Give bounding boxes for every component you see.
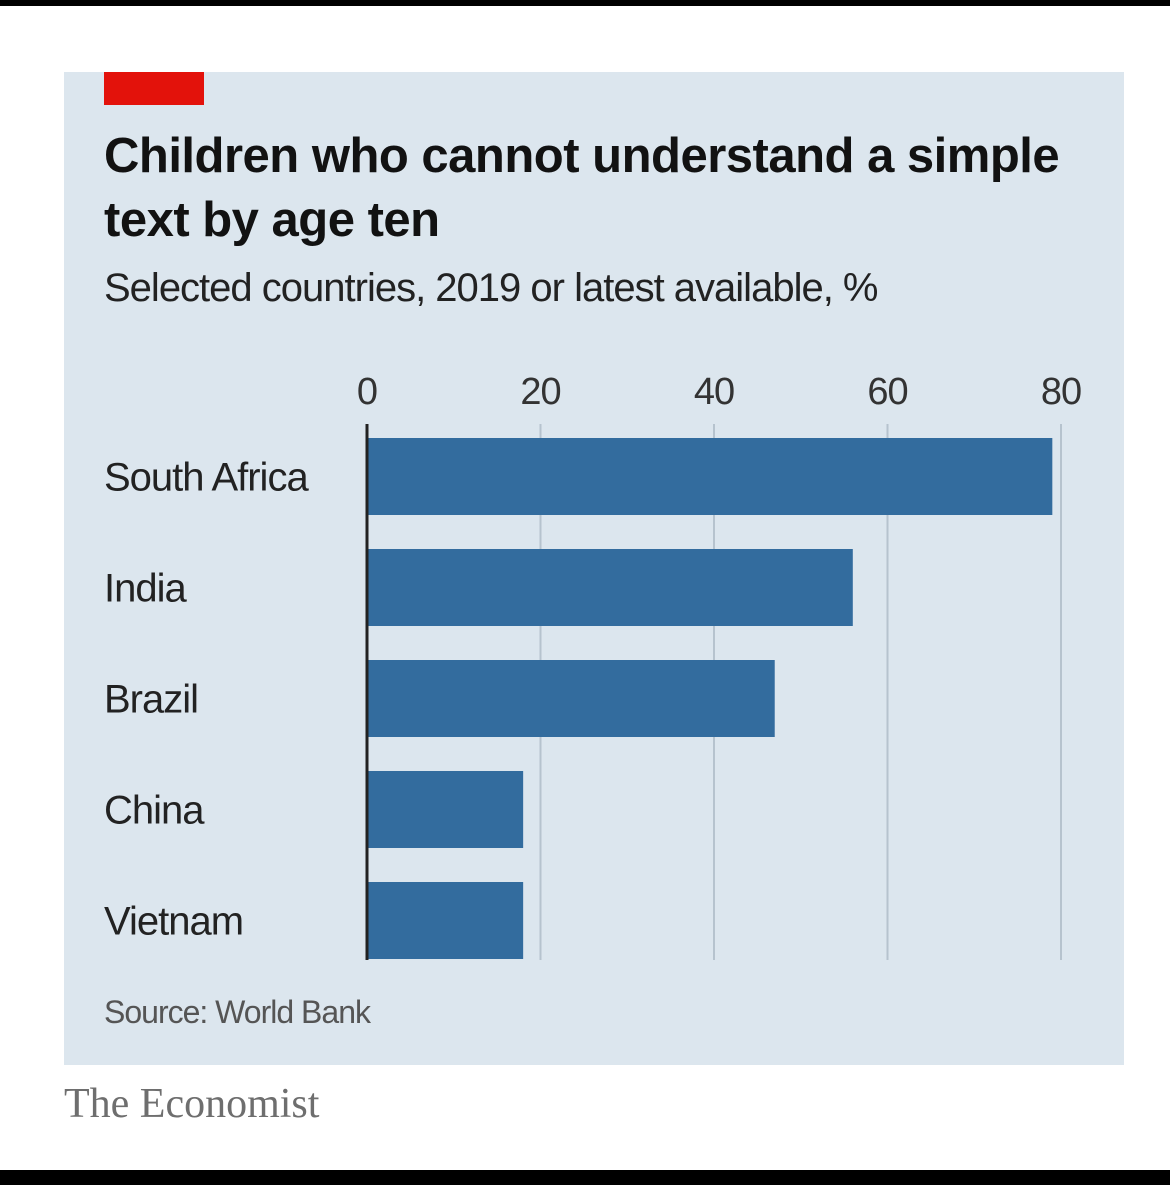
x-tick-label: 20 bbox=[520, 371, 560, 413]
red-accent-bar bbox=[104, 72, 204, 105]
x-tick-label: 60 bbox=[867, 371, 907, 413]
x-tick-label: 80 bbox=[1041, 371, 1081, 413]
source-note: Source: World Bank bbox=[104, 994, 371, 1030]
bar-india bbox=[367, 549, 853, 626]
chart-panel: Children who cannot understand a simple … bbox=[64, 72, 1124, 1065]
bottom-border bbox=[0, 1170, 1170, 1185]
brand-logo: The Economist bbox=[64, 1081, 320, 1127]
category-labels: South Africa India Brazil China Vietnam bbox=[104, 456, 310, 944]
top-border bbox=[0, 0, 1170, 6]
bar-brazil bbox=[367, 660, 775, 737]
chart-title: Children who cannot understand a simple … bbox=[104, 129, 1060, 247]
category-label: China bbox=[104, 789, 205, 833]
category-label: Brazil bbox=[104, 678, 198, 722]
x-tick-label: 0 bbox=[357, 371, 377, 413]
category-label: Vietnam bbox=[104, 900, 243, 944]
chart-subtitle: Selected countries, 2019 or latest avail… bbox=[104, 266, 879, 310]
x-axis-ticks: 0 20 40 60 80 bbox=[357, 371, 1082, 413]
category-label: India bbox=[104, 567, 187, 611]
bar-vietnam bbox=[367, 882, 524, 959]
bar-chart: 0 20 40 60 80 South Africa India Brazil China Vi… bbox=[104, 371, 1082, 960]
bar-south-africa bbox=[367, 438, 1053, 515]
category-label: South Africa bbox=[104, 456, 309, 500]
x-tick-label: 40 bbox=[694, 371, 734, 413]
bars bbox=[367, 438, 1053, 959]
bar-china bbox=[367, 771, 524, 848]
